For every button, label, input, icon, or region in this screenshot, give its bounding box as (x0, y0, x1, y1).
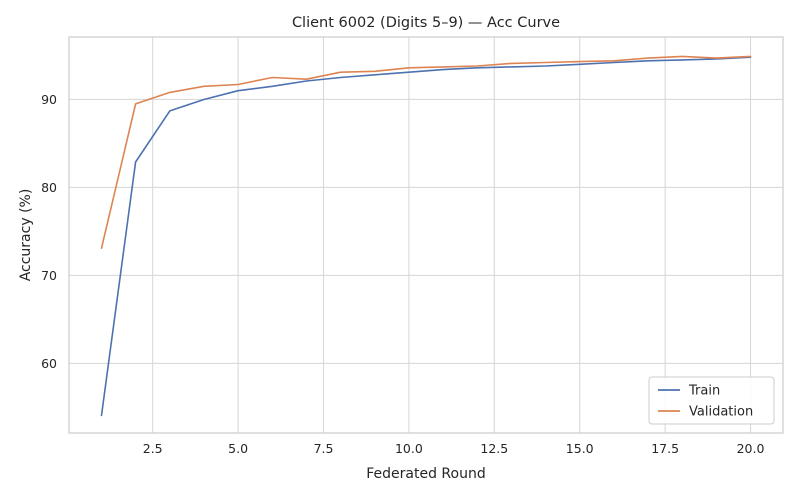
x-tick-label: 7.5 (314, 441, 334, 456)
grid-lines (69, 37, 783, 433)
plot-area (69, 37, 783, 433)
series-line-validation (100, 55, 752, 249)
x-tick-label: 2.5 (143, 441, 163, 456)
tick-labels: 2.5 5.0 7.5 10.0 12.5 15.0 17.5 20.0 60 70 80 90 (41, 92, 764, 456)
y-tick-label: 80 (41, 180, 57, 195)
y-tick-label: 70 (41, 268, 57, 283)
x-tick-label: 12.5 (480, 441, 508, 456)
x-tick-label: 5.0 (228, 441, 248, 456)
y-tick-label: 60 (41, 356, 57, 371)
y-axis-label: Accuracy (%) (18, 189, 34, 282)
y-tick-label: 90 (41, 92, 57, 107)
x-tick-label: 15.0 (566, 441, 594, 456)
legend-label-train: Train (688, 384, 720, 399)
chart-title: Client 6002 (Digits 5–9) — Acc Curve (292, 15, 560, 31)
legend-box (648, 376, 775, 425)
plot-frame (68, 36, 784, 434)
x-tick-label: 17.5 (651, 441, 679, 456)
series-line-train (100, 56, 752, 417)
x-axis-label: Federated Round (366, 466, 485, 482)
legend-label-validation: Validation (689, 405, 753, 420)
x-tick-label: 10.0 (395, 441, 423, 456)
series-lines (100, 55, 752, 417)
legend: Train Validation (648, 376, 775, 425)
x-tick-label: 20.0 (737, 441, 765, 456)
